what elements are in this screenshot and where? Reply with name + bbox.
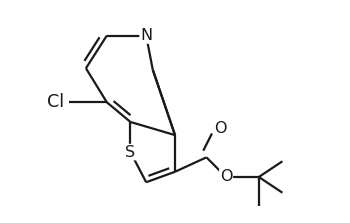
Text: O: O bbox=[220, 169, 232, 184]
Text: O: O bbox=[215, 121, 227, 136]
Text: Cl: Cl bbox=[47, 93, 64, 111]
Text: N: N bbox=[140, 28, 152, 43]
Text: S: S bbox=[125, 145, 135, 160]
